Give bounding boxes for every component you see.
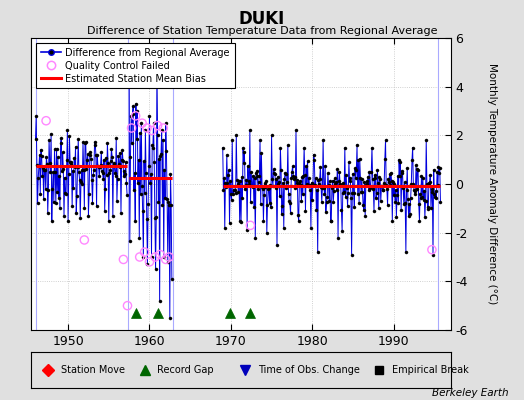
Point (138, 120, 146, 126)
Point (159, 125, 168, 131)
Point (148, 127, 156, 134)
Point (136, 254, 144, 260)
Point (143, 125, 151, 131)
Point (161, 256, 170, 263)
Point (123, 302, 132, 309)
Point (119, 256, 128, 263)
Point (151, 254, 159, 260)
Point (428, 246, 436, 253)
Text: DUKI: DUKI (239, 10, 285, 28)
Text: Record Gap: Record Gap (157, 365, 214, 375)
Point (42, 118, 50, 124)
Text: Time of Obs. Change: Time of Obs. Change (258, 365, 359, 375)
Point (165, 254, 173, 260)
Text: Station Move: Station Move (61, 365, 125, 375)
Point (156, 251, 164, 258)
Point (145, 259, 154, 265)
Point (154, 122, 162, 129)
Point (140, 249, 149, 255)
Point (127, 125, 136, 131)
Text: Difference of Station Temperature Data from Regional Average: Difference of Station Temperature Data f… (87, 26, 437, 36)
Point (246, 222, 255, 228)
Point (80, 237, 89, 243)
Text: Empirical Break: Empirical Break (392, 365, 468, 375)
Legend: Difference from Regional Average, Quality Control Failed, Estimated Station Mean: Difference from Regional Average, Qualit… (36, 43, 235, 88)
Point (132, 113, 140, 119)
Text: Berkeley Earth: Berkeley Earth (432, 388, 508, 398)
Y-axis label: Monthly Temperature Anomaly Difference (°C): Monthly Temperature Anomaly Difference (… (487, 63, 497, 305)
